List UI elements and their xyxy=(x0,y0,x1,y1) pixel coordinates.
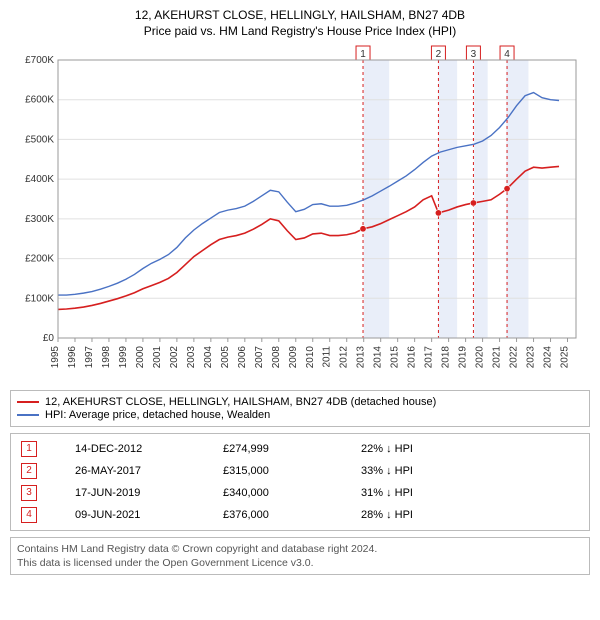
svg-text:£400K: £400K xyxy=(25,174,54,185)
svg-text:£700K: £700K xyxy=(25,55,54,66)
table-row: 4 09-JUN-2021£376,00028% ↓ HPI xyxy=(17,504,583,526)
event-price: £274,999 xyxy=(219,438,357,460)
svg-text:2003: 2003 xyxy=(186,346,197,369)
svg-text:1996: 1996 xyxy=(67,346,78,369)
svg-text:2014: 2014 xyxy=(373,346,384,369)
svg-text:2015: 2015 xyxy=(390,346,401,369)
events-table: 1 14-DEC-2012£274,99922% ↓ HPI 2 26-MAY-201… xyxy=(17,438,583,526)
svg-text:1998: 1998 xyxy=(101,346,112,369)
event-marker-icon: 3 xyxy=(21,485,37,501)
svg-text:2017: 2017 xyxy=(424,346,435,369)
event-price: £340,000 xyxy=(219,482,357,504)
attribution-line2: This data is licensed under the Open Gov… xyxy=(17,556,583,570)
event-marker-icon: 1 xyxy=(21,441,37,457)
svg-text:2022: 2022 xyxy=(509,346,520,369)
line-chart-svg: £0 £100K £200K £300K £400K £500K £600K £700K 1 2 3… xyxy=(10,44,590,384)
svg-text:3: 3 xyxy=(471,49,477,60)
svg-text:4: 4 xyxy=(504,49,510,60)
legend-label: HPI: Average price, detached house, Weal… xyxy=(45,409,270,421)
svg-text:£100K: £100K xyxy=(25,293,54,304)
svg-text:£500K: £500K xyxy=(25,134,54,145)
svg-text:2002: 2002 xyxy=(169,346,180,369)
svg-text:£0: £0 xyxy=(43,333,55,344)
svg-text:£200K: £200K xyxy=(25,254,54,265)
event-date: 17-JUN-2019 xyxy=(71,482,219,504)
svg-text:1997: 1997 xyxy=(84,346,95,369)
svg-text:2001: 2001 xyxy=(152,346,163,369)
svg-text:2013: 2013 xyxy=(356,346,367,369)
svg-text:£600K: £600K xyxy=(25,95,54,106)
svg-text:2: 2 xyxy=(436,49,442,60)
svg-text:£300K: £300K xyxy=(25,214,54,225)
svg-text:2023: 2023 xyxy=(526,346,537,369)
svg-text:2018: 2018 xyxy=(441,346,452,369)
chart-area: £0 £100K £200K £300K £400K £500K £600K £700K 1 2 3… xyxy=(10,44,590,384)
legend-box: 12, AKEHURST CLOSE, HELLINGLY, HAILSHAM,… xyxy=(10,390,590,427)
svg-text:2000: 2000 xyxy=(135,346,146,369)
svg-text:2016: 2016 xyxy=(407,346,418,369)
svg-text:2006: 2006 xyxy=(237,346,248,369)
event-delta: 33% ↓ HPI xyxy=(357,460,583,482)
table-row: 1 14-DEC-2012£274,99922% ↓ HPI xyxy=(17,438,583,460)
event-date: 26-MAY-2017 xyxy=(71,460,219,482)
legend-row: HPI: Average price, detached house, Weal… xyxy=(17,409,583,421)
chart-title-line2: Price paid vs. HM Land Registry's House … xyxy=(10,24,590,38)
event-delta: 22% ↓ HPI xyxy=(357,438,583,460)
svg-text:1995: 1995 xyxy=(50,346,61,369)
attribution-box: Contains HM Land Registry data © Crown c… xyxy=(10,537,590,575)
legend-label: 12, AKEHURST CLOSE, HELLINGLY, HAILSHAM,… xyxy=(45,396,436,408)
event-date: 09-JUN-2021 xyxy=(71,504,219,526)
event-date: 14-DEC-2012 xyxy=(71,438,219,460)
svg-text:2020: 2020 xyxy=(475,346,486,369)
svg-text:2008: 2008 xyxy=(271,346,282,369)
svg-text:2025: 2025 xyxy=(560,346,571,369)
event-price: £315,000 xyxy=(219,460,357,482)
events-table-box: 1 14-DEC-2012£274,99922% ↓ HPI 2 26-MAY-201… xyxy=(10,433,590,531)
legend-swatch xyxy=(17,401,39,403)
svg-text:2007: 2007 xyxy=(254,346,265,369)
svg-text:1: 1 xyxy=(360,49,366,60)
svg-text:1999: 1999 xyxy=(118,346,129,369)
event-marker-icon: 2 xyxy=(21,463,37,479)
svg-text:2005: 2005 xyxy=(220,346,231,369)
event-price: £376,000 xyxy=(219,504,357,526)
svg-text:2021: 2021 xyxy=(492,346,503,369)
table-row: 2 26-MAY-2017£315,00033% ↓ HPI xyxy=(17,460,583,482)
event-delta: 31% ↓ HPI xyxy=(357,482,583,504)
svg-text:2011: 2011 xyxy=(322,346,333,368)
chart-title-line1: 12, AKEHURST CLOSE, HELLINGLY, HAILSHAM,… xyxy=(10,8,590,22)
attribution-line1: Contains HM Land Registry data © Crown c… xyxy=(17,542,583,556)
legend-row: 12, AKEHURST CLOSE, HELLINGLY, HAILSHAM,… xyxy=(17,396,583,408)
svg-text:2009: 2009 xyxy=(288,346,299,369)
event-marker-icon: 4 xyxy=(21,507,37,523)
table-row: 3 17-JUN-2019£340,00031% ↓ HPI xyxy=(17,482,583,504)
event-delta: 28% ↓ HPI xyxy=(357,504,583,526)
svg-text:2004: 2004 xyxy=(203,346,214,369)
legend-swatch xyxy=(17,414,39,416)
svg-text:2019: 2019 xyxy=(458,346,469,369)
svg-text:2012: 2012 xyxy=(339,346,350,369)
svg-text:2010: 2010 xyxy=(305,346,316,369)
svg-text:2024: 2024 xyxy=(543,346,554,369)
